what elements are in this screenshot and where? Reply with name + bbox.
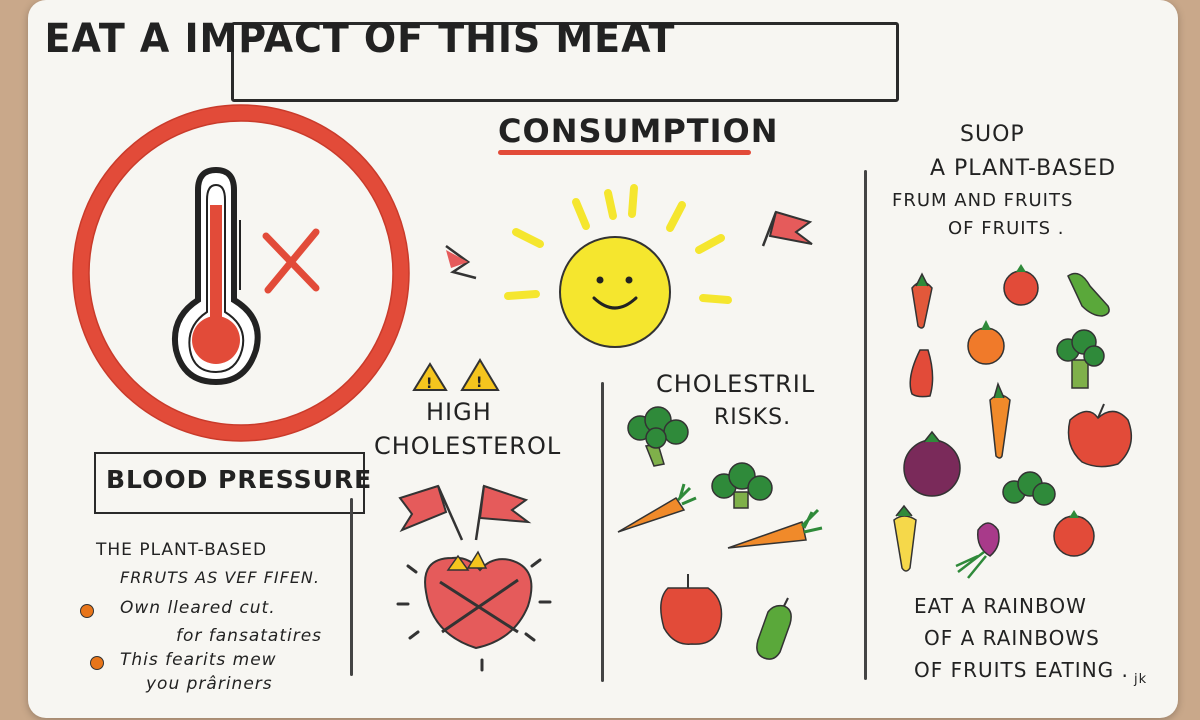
svg-text:!: ! — [476, 375, 482, 391]
plant-based-text: A PLANT-BASED — [930, 156, 1117, 181]
cucumber-icon — [756, 597, 792, 660]
svg-text:!: ! — [426, 376, 432, 392]
signature: jk — [1134, 672, 1148, 687]
divider — [350, 498, 353, 676]
warning-icon: ! ! — [412, 358, 500, 392]
blood-pressure-box — [94, 452, 365, 514]
carrot-icon — [989, 381, 1011, 459]
pepper-icon — [909, 349, 934, 398]
page-title: EAT A IMPACT OF THIS MEAT — [44, 16, 676, 62]
flag-icon — [398, 484, 532, 541]
cholesterol-risks-label: RISKS. — [714, 405, 792, 430]
subtitle-underline — [498, 150, 751, 155]
whiteboard: ! ! — [28, 0, 1178, 718]
plant-based-text: SUOP — [960, 122, 1025, 147]
title-box — [231, 22, 899, 102]
rainbow-text: OF FRUITS EATING . — [914, 658, 1129, 682]
blood-pressure-text: FRRUTS AS VEF FIFEN. — [120, 568, 320, 587]
flag-icon — [445, 210, 813, 280]
plant-based-text: OF FRUITS . — [948, 218, 1065, 239]
rainbow-text: EAT A RAINBOW — [914, 594, 1087, 618]
carrot-icon — [617, 483, 697, 533]
broccoli-icon — [1002, 471, 1056, 506]
divider — [864, 170, 867, 680]
sun-icon — [504, 184, 732, 348]
cholesterol-risks-label: CHOLESTRIL — [656, 370, 816, 398]
tomato-icon — [967, 320, 1005, 365]
blood-pressure-text: This fearits mew — [120, 650, 277, 670]
divider — [601, 382, 604, 682]
blood-pressure-text: you prâriners — [146, 674, 273, 694]
cucumber-icon — [1067, 272, 1110, 317]
eggplant-icon — [903, 430, 961, 497]
broccoli-icon — [711, 462, 773, 509]
blood-pressure-text: THE PLANT-BASED — [96, 540, 268, 560]
illustration-layer: ! ! — [72, 104, 1133, 672]
broccoli-icon — [627, 406, 689, 467]
radish-icon — [955, 522, 1000, 579]
blood-pressure-heading: BLOOD PRESSURE — [106, 465, 373, 494]
rainbow-text: OF A RAINBOWS — [924, 626, 1100, 650]
pepper-icon — [660, 574, 723, 645]
high-cholesterol-label: CHOLESTEROL — [374, 432, 562, 460]
apple-icon — [1067, 403, 1133, 468]
heart-icon — [396, 550, 552, 672]
broccoli-icon — [1056, 329, 1105, 389]
blood-pressure-text: for fansatatires — [176, 626, 323, 646]
carrot-icon — [727, 508, 823, 549]
x-mark-icon — [262, 228, 320, 294]
thermometer-badge — [72, 104, 410, 442]
plant-based-text: FRUM AND FRUITS — [892, 190, 1074, 211]
corn-icon — [893, 504, 917, 572]
tomato-icon — [1003, 264, 1039, 306]
blood-pressure-text: Own lleared cut. — [120, 598, 276, 618]
page-subtitle: CONSUMPTION — [498, 112, 779, 150]
carrot-icon — [911, 272, 933, 329]
bullet-icon — [80, 604, 94, 618]
tomato-icon — [1053, 510, 1095, 557]
high-cholesterol-label: HIGH — [426, 398, 492, 426]
thermometer-icon — [172, 166, 261, 386]
bullet-icon — [90, 656, 104, 670]
